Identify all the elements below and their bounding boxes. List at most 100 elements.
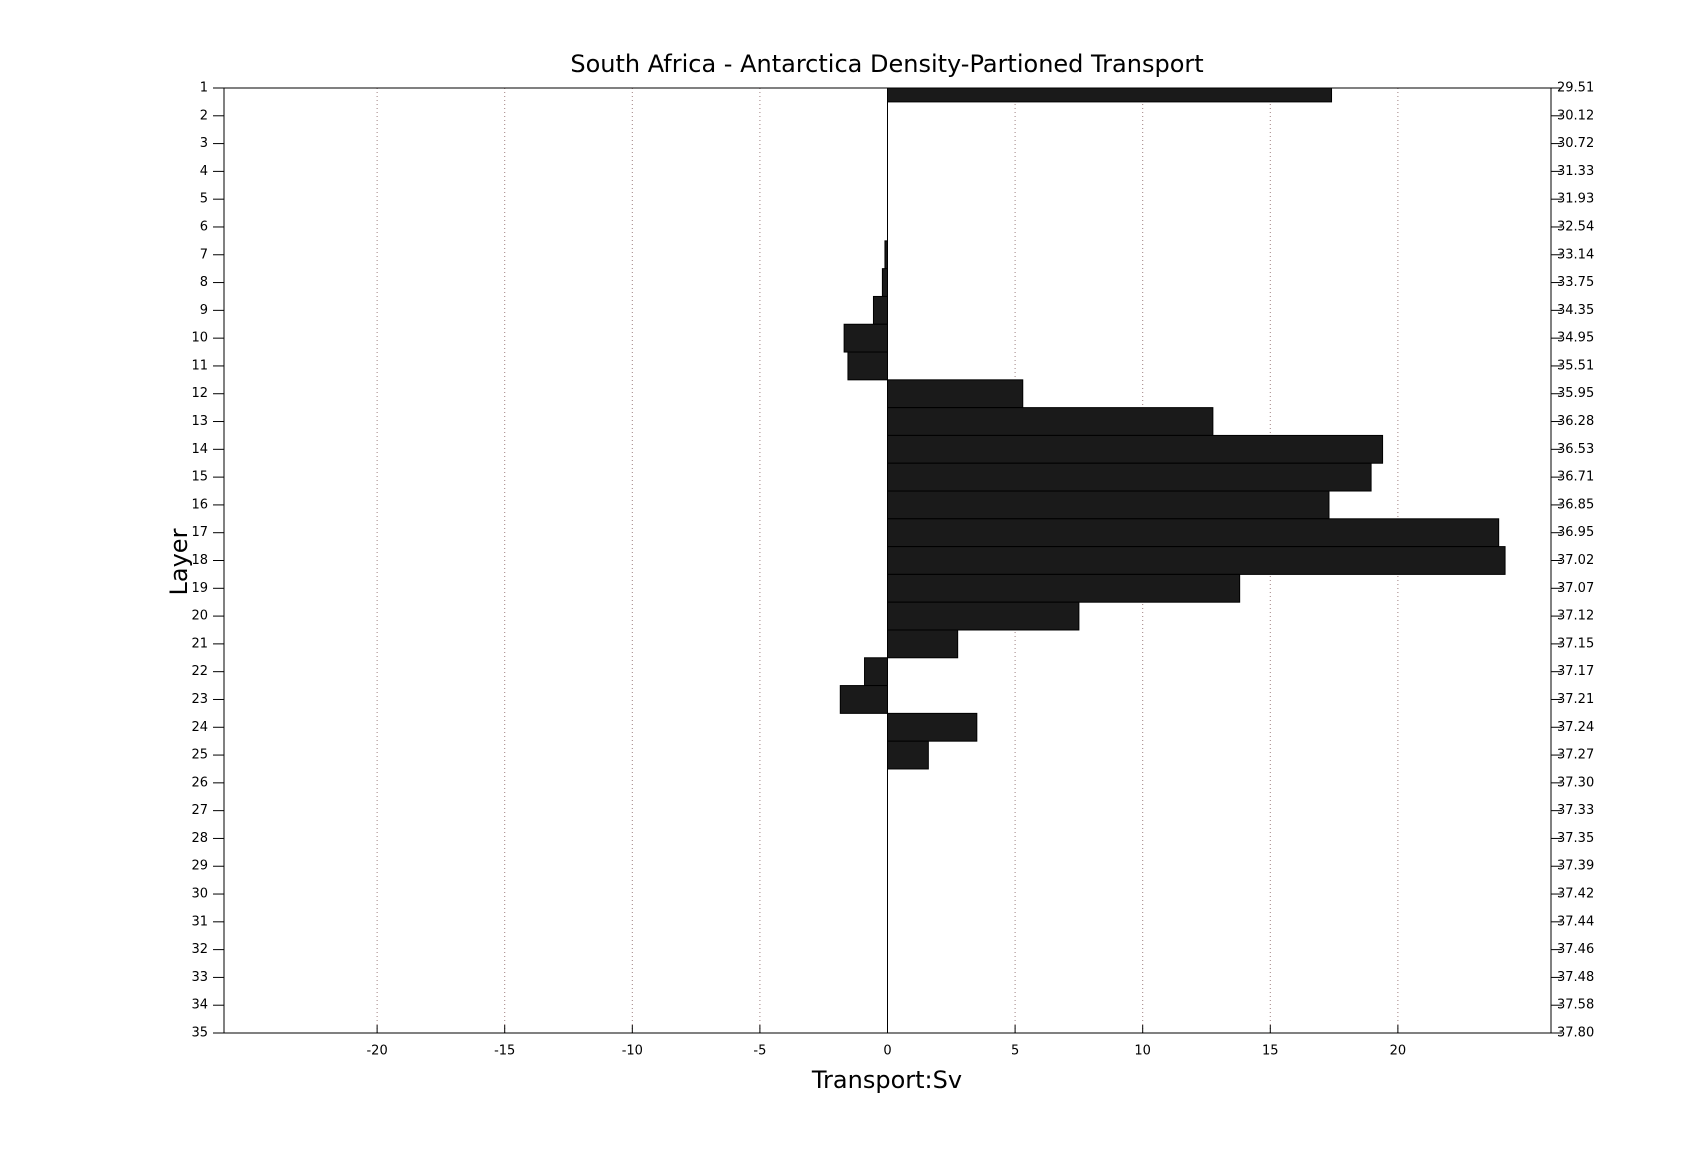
y2-tick-label: 37.44 — [1557, 914, 1594, 929]
bar — [887, 601, 1080, 631]
y2-tick-label: 33.14 — [1557, 247, 1594, 262]
y2-tick-label: 37.12 — [1557, 609, 1594, 624]
x-tick-label: -15 — [494, 1044, 515, 1059]
y2-tick-label: 36.53 — [1557, 442, 1594, 457]
y-tick-label: 17 — [191, 525, 208, 540]
y-tick-label: 34 — [191, 998, 208, 1013]
x-tick-label: 10 — [1134, 1044, 1151, 1059]
y2-tick-label: 36.95 — [1557, 525, 1594, 540]
y-tick-label: 16 — [191, 497, 208, 512]
y-tick-label: 13 — [191, 414, 208, 429]
y2-tick-label: 33.75 — [1557, 275, 1594, 290]
y2-tick-label: 31.93 — [1557, 192, 1594, 207]
y2-tick-label: 30.72 — [1557, 136, 1594, 151]
y-tick-label: 21 — [191, 636, 208, 651]
bar — [843, 323, 888, 353]
y-tick-label: 22 — [191, 664, 208, 679]
y-tick-label: 32 — [191, 942, 208, 957]
y-tick-label: 5 — [200, 192, 208, 207]
bars — [839, 88, 1506, 770]
y2-tick-label: 37.80 — [1557, 1026, 1594, 1041]
y2-tick-label: 37.24 — [1557, 720, 1594, 735]
y-tick-label: 30 — [191, 887, 208, 902]
y-tick-label: 24 — [191, 720, 208, 735]
y2-tick-label: 30.12 — [1557, 108, 1594, 123]
y-tick-label: 19 — [191, 581, 208, 596]
x-tick-label: -5 — [753, 1044, 766, 1059]
bar — [887, 462, 1372, 492]
y-tick-label: 1 — [200, 81, 208, 96]
y-tick-label: 29 — [191, 859, 208, 874]
y-tick-label: 11 — [191, 358, 208, 373]
y2-tick-label: 37.58 — [1557, 998, 1594, 1013]
y2-tick-label: 35.95 — [1557, 386, 1594, 401]
chart-title: South Africa - Antarctica Density-Partio… — [570, 50, 1203, 78]
y2-tick-label: 32.54 — [1557, 219, 1594, 234]
bar — [839, 685, 889, 714]
bar — [887, 518, 1500, 548]
y2-tick-label: 37.02 — [1557, 553, 1594, 568]
y-tick-label: 15 — [191, 470, 208, 485]
y2-tick-label: 37.35 — [1557, 831, 1594, 846]
y-tick-label: 18 — [191, 553, 208, 568]
y2-tick-label: 36.85 — [1557, 497, 1594, 512]
bar — [887, 740, 929, 770]
x-tick-label: 0 — [883, 1044, 891, 1059]
y-tick-label: 35 — [191, 1026, 208, 1041]
y2-tick-label: 36.71 — [1557, 470, 1594, 485]
y-tick-label: 23 — [191, 692, 208, 707]
y-tick-label: 14 — [191, 442, 208, 457]
plot-frame — [223, 87, 1552, 1034]
bar — [887, 712, 978, 742]
bar — [887, 434, 1384, 464]
y-tick-label: 27 — [191, 803, 208, 818]
y2-tick-label: 37.15 — [1557, 636, 1594, 651]
y-tick-label: 33 — [191, 970, 208, 985]
y-tick-label: 4 — [200, 164, 208, 179]
y-tick-label: 12 — [191, 386, 208, 401]
y-tick-label: 26 — [191, 775, 208, 790]
y2-tick-label: 35.51 — [1557, 358, 1594, 373]
y-axis-label: Layer — [165, 528, 193, 595]
y-tick-label: 7 — [200, 247, 208, 262]
bar — [887, 546, 1506, 575]
y2-tick-label: 34.95 — [1557, 331, 1594, 346]
bar — [887, 490, 1330, 520]
y2-tick-label: 36.28 — [1557, 414, 1594, 429]
bar — [887, 573, 1241, 603]
y-tick-label: 2 — [200, 108, 208, 123]
x-axis-label: Transport:Sv — [811, 1066, 962, 1094]
y-tick-label: 3 — [200, 136, 208, 151]
y2-tick-label: 37.48 — [1557, 970, 1594, 985]
x-tick-label: 15 — [1262, 1044, 1279, 1059]
y-tick-label: 10 — [191, 331, 208, 346]
bar — [864, 657, 889, 687]
y-tick-label: 25 — [191, 748, 208, 763]
bar — [847, 351, 888, 381]
y-tick-label: 31 — [191, 914, 208, 929]
y2-tick-label: 37.30 — [1557, 775, 1594, 790]
y2-tick-label: 37.42 — [1557, 887, 1594, 902]
y2-tick-label: 37.17 — [1557, 664, 1594, 679]
y2-tick-label: 37.21 — [1557, 692, 1594, 707]
bar — [881, 268, 889, 297]
y-tick-label: 6 — [200, 219, 208, 234]
y2-tick-label: 37.07 — [1557, 581, 1594, 596]
y-tick-label: 28 — [191, 831, 208, 846]
bar — [872, 295, 888, 325]
y2-tick-label: 37.27 — [1557, 748, 1594, 763]
y-tick-label: 8 — [200, 275, 208, 290]
bar — [887, 629, 959, 659]
y-tick-label: 20 — [191, 609, 208, 624]
x-tick-label: 5 — [1011, 1044, 1019, 1059]
y2-tick-label: 34.35 — [1557, 303, 1594, 318]
y2-tick-label: 37.46 — [1557, 942, 1594, 957]
y2-tick-label: 37.39 — [1557, 859, 1594, 874]
y2-tick-label: 31.33 — [1557, 164, 1594, 179]
y2-tick-label: 29.51 — [1557, 81, 1594, 96]
x-tick-label: 20 — [1390, 1044, 1407, 1059]
y2-tick-label: 37.33 — [1557, 803, 1594, 818]
bar — [887, 379, 1024, 409]
bar — [887, 407, 1214, 436]
